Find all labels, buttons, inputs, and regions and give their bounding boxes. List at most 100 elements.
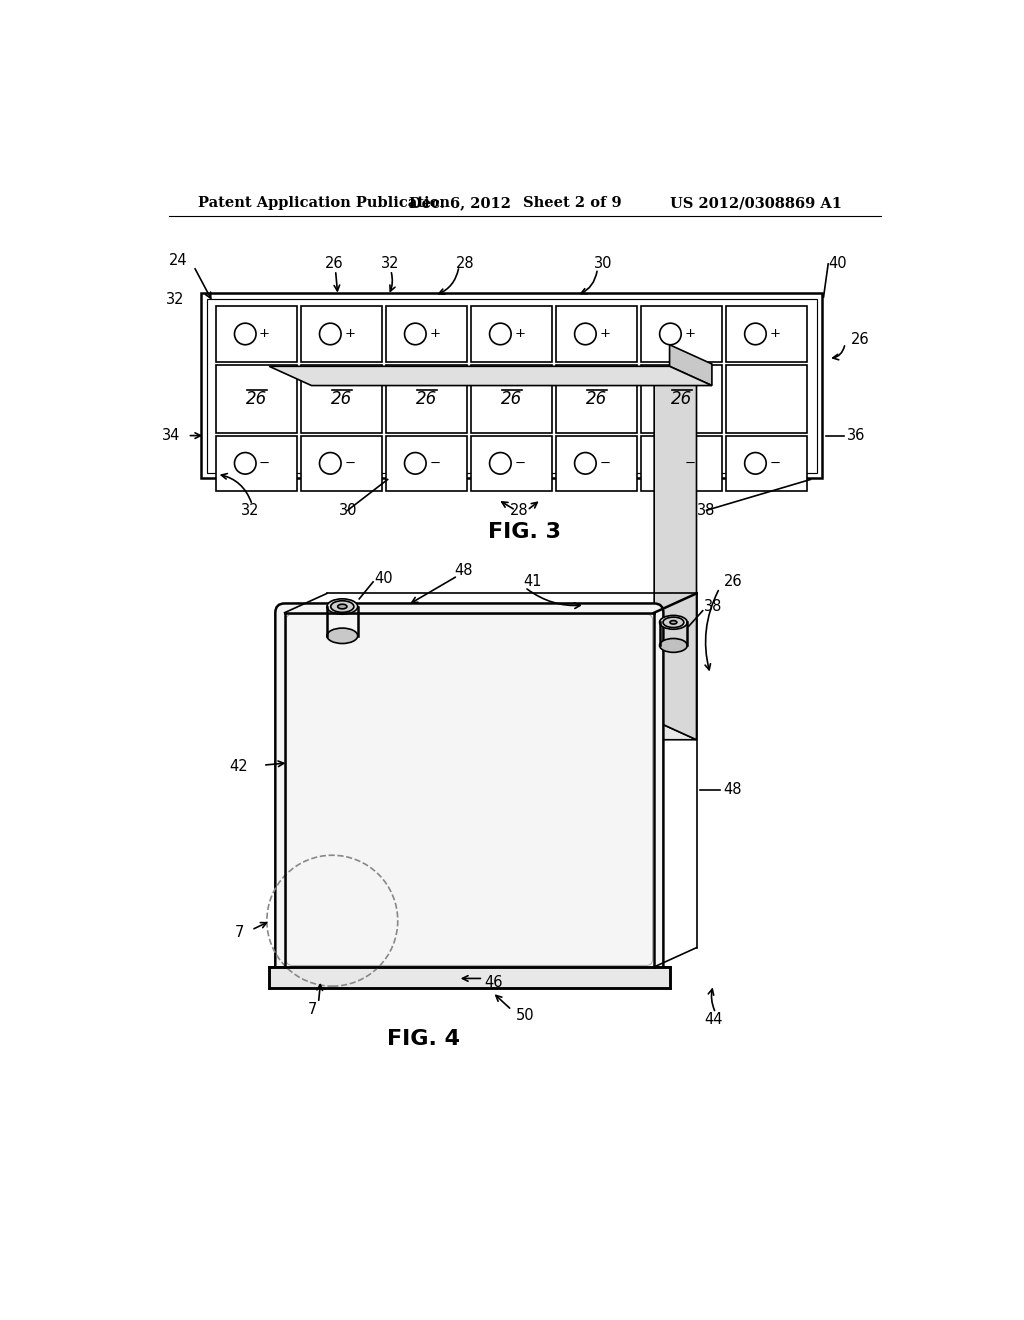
Ellipse shape [670,620,677,624]
Text: −: − [769,457,780,470]
Bar [216,306,297,362]
Bar [556,306,637,362]
Bar [386,306,467,362]
Text: +: + [429,327,440,341]
Bar [216,436,297,491]
Circle shape [319,453,341,474]
Text: 32: 32 [381,256,399,272]
Text: Sheet 2 of 9: Sheet 2 of 9 [523,197,622,210]
Bar [301,436,382,491]
Polygon shape [670,345,712,385]
Ellipse shape [331,601,354,612]
Circle shape [404,453,426,474]
Polygon shape [269,367,712,385]
Text: 30: 30 [594,256,612,272]
Text: 26: 26 [586,389,607,408]
Text: 28: 28 [510,503,528,517]
Bar [386,436,467,491]
Text: FIG. 3: FIG. 3 [488,521,561,541]
Ellipse shape [659,639,687,652]
Polygon shape [285,721,696,739]
Bar [301,306,382,362]
Polygon shape [654,367,696,739]
Text: 36: 36 [847,428,865,444]
FancyBboxPatch shape [275,603,664,977]
Text: +: + [259,327,270,341]
Text: FIG. 4: FIG. 4 [387,1028,460,1048]
Text: 48: 48 [454,562,472,578]
Text: 30: 30 [339,503,357,517]
Text: +: + [599,327,610,341]
Circle shape [234,453,256,474]
Text: +: + [769,327,780,341]
Bar [641,364,722,433]
Text: 24: 24 [169,253,187,268]
Text: −: − [684,457,695,470]
Circle shape [744,323,766,345]
Bar [641,306,722,362]
Text: 34: 34 [162,428,180,444]
Ellipse shape [659,615,687,630]
Text: −: − [599,457,610,470]
Text: 26: 26 [331,389,352,408]
Circle shape [489,453,511,474]
Text: Dec. 6, 2012: Dec. 6, 2012 [410,197,511,210]
Circle shape [234,323,256,345]
Text: −: − [514,457,525,470]
Text: 44: 44 [705,1011,723,1027]
Text: 38: 38 [705,599,723,614]
Bar [216,364,297,433]
Text: 48: 48 [724,783,742,797]
Circle shape [574,453,596,474]
Bar [301,364,382,433]
Ellipse shape [338,605,347,609]
Bar [202,293,822,478]
Bar [269,966,670,989]
Text: 28: 28 [456,256,474,272]
Text: 26: 26 [851,331,870,347]
Text: −: − [344,457,355,470]
Circle shape [659,323,681,345]
Circle shape [489,323,511,345]
Text: 41: 41 [523,574,542,590]
Text: 40: 40 [375,570,393,586]
Text: 40: 40 [828,256,847,272]
Ellipse shape [327,599,357,614]
Ellipse shape [663,618,684,627]
Circle shape [319,323,341,345]
Bar [726,306,807,362]
Text: 46: 46 [484,974,503,990]
Bar [207,298,816,473]
Bar [556,364,637,433]
Bar [641,436,722,491]
Text: 38: 38 [697,503,716,517]
Ellipse shape [327,628,357,644]
Text: −: − [259,457,270,470]
Text: 32: 32 [241,503,259,517]
Text: +: + [684,327,695,341]
Text: +: + [344,327,355,341]
Text: 26: 26 [325,256,343,272]
Circle shape [574,323,596,345]
Bar [471,306,552,362]
Bar [726,436,807,491]
Text: +: + [514,327,525,341]
Text: 7: 7 [234,925,244,940]
Bar [556,436,637,491]
Bar [471,436,552,491]
Text: 26: 26 [671,389,692,408]
Text: 50: 50 [515,1008,535,1023]
Text: 7: 7 [307,1002,316,1016]
Circle shape [744,453,766,474]
Bar [386,364,467,433]
Text: 26: 26 [501,389,522,408]
Text: 26: 26 [724,574,742,590]
Text: −: − [429,457,440,470]
Circle shape [404,323,426,345]
Bar [726,364,807,433]
Text: 42: 42 [229,759,248,775]
Circle shape [659,453,681,474]
Text: 26: 26 [416,389,437,408]
Text: Patent Application Publication: Patent Application Publication [199,197,451,210]
Text: 32: 32 [166,292,184,306]
